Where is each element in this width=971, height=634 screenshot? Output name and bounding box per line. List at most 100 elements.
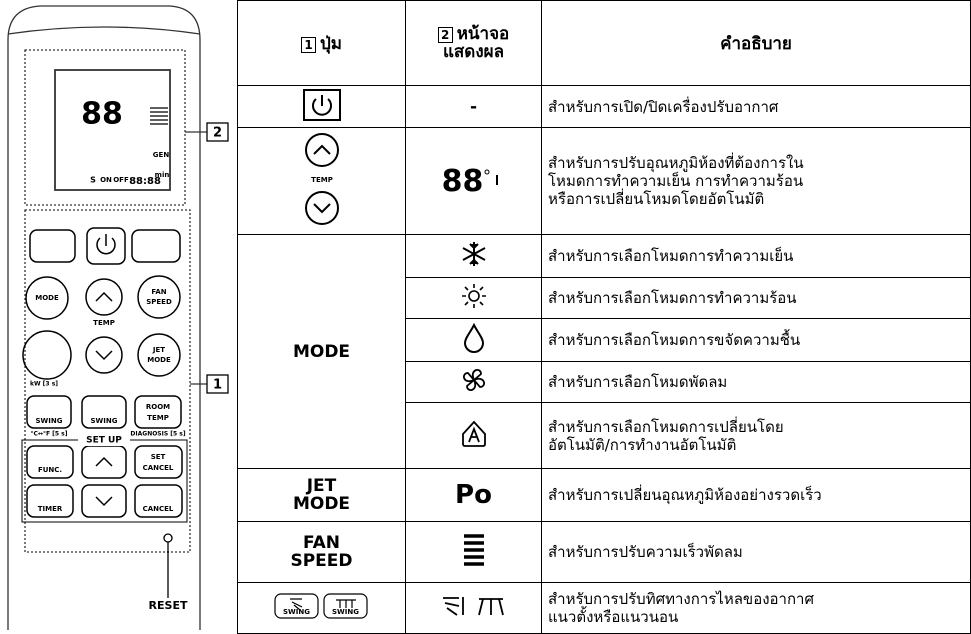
button-label: JET	[306, 476, 337, 496]
mode-button[interactable]	[25, 276, 69, 320]
power-icon	[96, 234, 116, 255]
description: อัตโนมัติ/การทำงานอัตโนมัติ	[548, 435, 737, 454]
setup-label: SET UP	[86, 436, 122, 446]
temp-up-button[interactable]	[85, 278, 123, 316]
button-cell	[237, 85, 406, 128]
header-cell: 2 หน้าจอ แสดงผล	[405, 0, 542, 86]
description-cell: สำหรับการเลือกโหมดพัดลม	[541, 361, 971, 403]
button-label: SPEED	[290, 551, 353, 571]
description-cell: สำหรับการปรับทิศทางการไหลของอากาศ แนวตั้ง…	[541, 582, 971, 634]
header-number: 2	[437, 27, 453, 43]
callout-box	[206, 122, 229, 142]
button-cell: TEMP	[237, 127, 406, 235]
button-label: MODE	[147, 356, 171, 364]
button-label: TIMER	[38, 505, 63, 513]
set-cancel-button[interactable]	[134, 445, 183, 479]
timer-button[interactable]	[26, 484, 74, 518]
temp-label: TEMP	[311, 176, 333, 184]
setup-up-button[interactable]	[81, 445, 127, 479]
remote-top	[7, 26, 201, 35]
button-label: JET	[152, 346, 165, 354]
description-cell: สำหรับการเลือกโหมดการขจัดความชื้น	[541, 318, 971, 362]
callout: 1	[213, 378, 222, 393]
description: สำหรับการเปิด/ปิดเครื่องปรับอากาศ	[548, 97, 779, 116]
display-cell	[405, 521, 542, 583]
button-label: °C↔°F [5 s]	[31, 431, 68, 438]
header-number: 1	[301, 36, 316, 53]
button-label: SWING	[332, 608, 359, 616]
fan-speed-button[interactable]	[137, 275, 181, 319]
power-icon	[302, 88, 341, 121]
button-label: DIAGNOSIS [5 s]	[130, 431, 185, 438]
jet-mode-button[interactable]	[137, 333, 181, 377]
swing-button[interactable]	[26, 395, 72, 429]
description: หรือการเปลี่ยนโหมดโดยอัตโนมัติ	[548, 190, 765, 208]
display-cell	[405, 361, 542, 403]
callout: 2	[213, 126, 222, 141]
temp-down-button[interactable]	[85, 336, 123, 374]
setup-gap	[78, 434, 130, 446]
display-cell	[405, 402, 542, 469]
button-label: SET	[151, 453, 166, 461]
reset-label: RESET	[149, 599, 188, 612]
lcd-off: OFF	[113, 176, 129, 184]
lcd-time: 88:88	[129, 176, 161, 187]
lcd-lh: LH	[139, 151, 152, 161]
button-label: CANCEL	[143, 505, 174, 513]
button-label: FAN	[151, 288, 166, 296]
arrow	[95, 291, 113, 302]
description-cell: สำหรับการเลือกโหมดการทำความร้อน	[541, 277, 971, 319]
arrow	[95, 350, 113, 361]
header-label: ปุ่ม	[320, 33, 342, 54]
fan-icon	[462, 369, 485, 391]
lcd-frame	[24, 49, 186, 206]
description: สำหรับการเลือกโหมดพัดลม	[548, 373, 728, 391]
cancel-button[interactable]	[134, 484, 183, 518]
description-cell: สำหรับการเปลี่ยนอุณหภูมิห้องอย่างรวดเร็ว	[541, 468, 971, 522]
description: สำหรับการเลือกโหมดการทำความร้อน	[548, 289, 797, 307]
display-cell: Po	[405, 468, 542, 522]
description-cell: สำหรับการปรับอุณหภูมิห้องที่ต้องการใน โหม…	[541, 127, 971, 235]
button[interactable]	[131, 229, 181, 263]
degree-icon	[484, 169, 499, 185]
swing-buttons: SWING SWING	[273, 593, 368, 619]
display-cell	[405, 318, 542, 362]
button-cell: SWING SWING	[237, 582, 406, 634]
func-button[interactable]	[26, 445, 74, 479]
kw-button[interactable]	[22, 330, 72, 380]
display-cell	[405, 582, 542, 634]
button-label: TEMP	[93, 319, 115, 327]
button-label: FAN	[302, 533, 341, 553]
callout-box	[206, 374, 229, 394]
button-label: SWING	[36, 417, 63, 425]
description: โหมดการทำความเย็น การทำความร้อน	[548, 172, 804, 190]
button-label: SPEED	[146, 298, 172, 306]
description-cell: สำหรับการเลือกโหมดการเปลี่ยนโดย อัตโนมัติ…	[541, 402, 971, 469]
display-cell: 88	[405, 127, 542, 235]
swing-icons	[442, 597, 504, 616]
description: สำหรับการปรับความเร็วพัดลม	[548, 543, 743, 561]
lcd-min: min	[155, 171, 170, 179]
button-label: ROOM	[146, 403, 170, 411]
display-digits: 88	[441, 163, 484, 199]
display-cell	[405, 277, 542, 319]
function-table: 1 ปุ่ม 2 หน้าจอ แสดงผล คำอธิบาย - สำหรับการ…	[237, 0, 971, 634]
room-temp-button[interactable]	[134, 395, 182, 429]
setup-down-button[interactable]	[81, 484, 127, 518]
button-label: TEMP	[147, 414, 169, 422]
power-button[interactable]	[86, 227, 126, 265]
description: สำหรับการปรับทิศทางการไหลของอากาศ	[548, 590, 814, 608]
button-label: FUNC.	[38, 466, 62, 474]
description: สำหรับการเลือกโหมดการเปลี่ยนโดย	[548, 417, 784, 436]
heat-icon	[461, 284, 486, 308]
reset-hole[interactable]	[163, 533, 173, 543]
header-cell: คำอธิบาย	[541, 0, 971, 86]
button[interactable]	[29, 229, 76, 263]
description: แนวตั้งหรือแนวนอน	[548, 608, 679, 626]
lcd-bars	[150, 107, 168, 125]
header-label: แสดงผล	[442, 42, 505, 62]
header-cell: 1 ปุ่ม	[237, 0, 406, 86]
button-cell: JET MODE	[237, 468, 406, 522]
swing-button[interactable]	[81, 395, 127, 429]
